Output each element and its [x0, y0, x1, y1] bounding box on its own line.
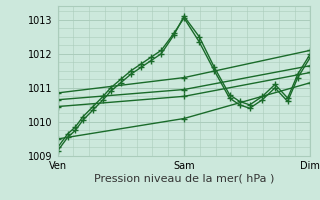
X-axis label: Pression niveau de la mer( hPa ): Pression niveau de la mer( hPa ) — [94, 174, 274, 184]
